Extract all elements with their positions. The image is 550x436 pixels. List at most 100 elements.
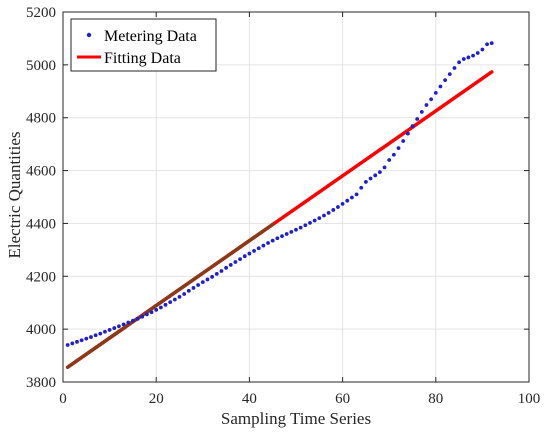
- metering-point: [382, 165, 387, 170]
- x-tick-label: 80: [428, 391, 443, 407]
- metering-point: [205, 277, 210, 282]
- metering-point: [471, 53, 475, 58]
- metering-point: [65, 343, 70, 347]
- metering-point: [214, 272, 219, 276]
- metering-point: [415, 117, 420, 121]
- metering-point: [210, 274, 215, 279]
- series-metering-data: [65, 41, 494, 347]
- metering-point: [387, 158, 392, 162]
- metering-point: [410, 124, 415, 129]
- y-tick-label: 4400: [26, 216, 56, 232]
- metering-point: [377, 170, 382, 175]
- metering-point: [373, 173, 378, 178]
- metering-point: [461, 57, 466, 61]
- metering-point: [452, 66, 457, 70]
- metering-point: [298, 225, 303, 230]
- metering-point: [84, 336, 89, 341]
- metering-point: [103, 329, 107, 334]
- legend-label-metering: Metering Data: [104, 28, 197, 45]
- metering-point: [117, 324, 121, 329]
- series-layer: [65, 41, 494, 369]
- y-tick-label: 5200: [26, 5, 56, 21]
- y-axis-ticks: 3800 4000 4200 4400 4600 4800 5000 5200: [26, 5, 529, 391]
- metering-point: [424, 103, 429, 107]
- metering-point: [359, 185, 364, 190]
- y-tick-label: 5000: [26, 58, 56, 74]
- metering-point: [158, 305, 163, 310]
- metering-point: [350, 195, 354, 200]
- metering-point: [112, 326, 117, 330]
- metering-point: [98, 331, 103, 336]
- metering-point: [419, 110, 424, 114]
- metering-point: [238, 257, 242, 262]
- metering-point: [163, 302, 168, 307]
- metering-point: [135, 316, 140, 321]
- metering-point: [405, 131, 410, 136]
- metering-point: [131, 318, 135, 323]
- metering-point: [186, 288, 191, 293]
- metering-point: [79, 338, 84, 343]
- metering-point: [191, 286, 196, 290]
- x-tick-label: 20: [149, 391, 164, 407]
- metering-point: [489, 41, 494, 46]
- y-axis-title: Electric Quantities: [5, 132, 24, 259]
- metering-point: [93, 333, 98, 338]
- metering-point: [447, 72, 452, 77]
- metering-point: [219, 269, 224, 273]
- metering-point: [391, 152, 396, 157]
- metering-point: [485, 42, 489, 47]
- metering-point: [284, 232, 289, 236]
- metering-point: [228, 263, 233, 267]
- metering-point: [149, 310, 154, 315]
- metering-point: [475, 51, 480, 55]
- legend-label-fitting: Fitting Data: [104, 50, 181, 67]
- metering-point: [275, 236, 280, 241]
- metering-point: [177, 295, 182, 299]
- metering-point: [89, 335, 93, 339]
- metering-point: [266, 241, 270, 245]
- metering-point: [252, 249, 256, 253]
- metering-point: [429, 97, 434, 102]
- x-axis-title: Sampling Time Series: [221, 409, 371, 428]
- metering-point: [144, 312, 149, 317]
- metering-point: [466, 55, 471, 60]
- metering-point: [443, 78, 448, 83]
- metering-point: [364, 180, 368, 184]
- metering-point: [280, 234, 284, 239]
- metering-point: [200, 280, 205, 284]
- metering-point: [256, 246, 261, 251]
- metering-point: [354, 192, 359, 197]
- y-tick-label: 4800: [26, 111, 56, 127]
- metering-point: [433, 90, 438, 95]
- metering-point: [140, 314, 145, 319]
- metering-point: [438, 84, 443, 89]
- metering-point: [182, 292, 187, 296]
- metering-point: [247, 251, 252, 256]
- metering-point: [317, 216, 322, 221]
- metering-point: [340, 201, 345, 206]
- x-tick-label: 40: [242, 391, 257, 407]
- metering-point: [121, 322, 126, 327]
- metering-point: [172, 297, 177, 302]
- metering-point: [345, 198, 350, 203]
- y-tick-label: 3800: [26, 375, 56, 391]
- metering-point: [312, 218, 317, 223]
- y-tick-label: 4600: [26, 164, 56, 180]
- metering-point: [336, 205, 340, 209]
- metering-point: [154, 307, 159, 312]
- plot-frame: [62, 11, 530, 383]
- metering-point: [242, 254, 247, 259]
- metering-point: [107, 328, 112, 332]
- x-tick-label: 60: [335, 391, 350, 407]
- y-tick-label: 4200: [26, 269, 56, 285]
- fitting-line-overlap: [65, 222, 275, 369]
- metering-point: [261, 243, 266, 248]
- x-tick-label: 0: [59, 391, 67, 407]
- metering-point: [368, 176, 373, 181]
- metering-point: [70, 341, 75, 346]
- metering-point: [270, 238, 275, 243]
- metering-point: [326, 210, 331, 215]
- metering-point: [224, 265, 229, 270]
- metering-point: [75, 339, 79, 344]
